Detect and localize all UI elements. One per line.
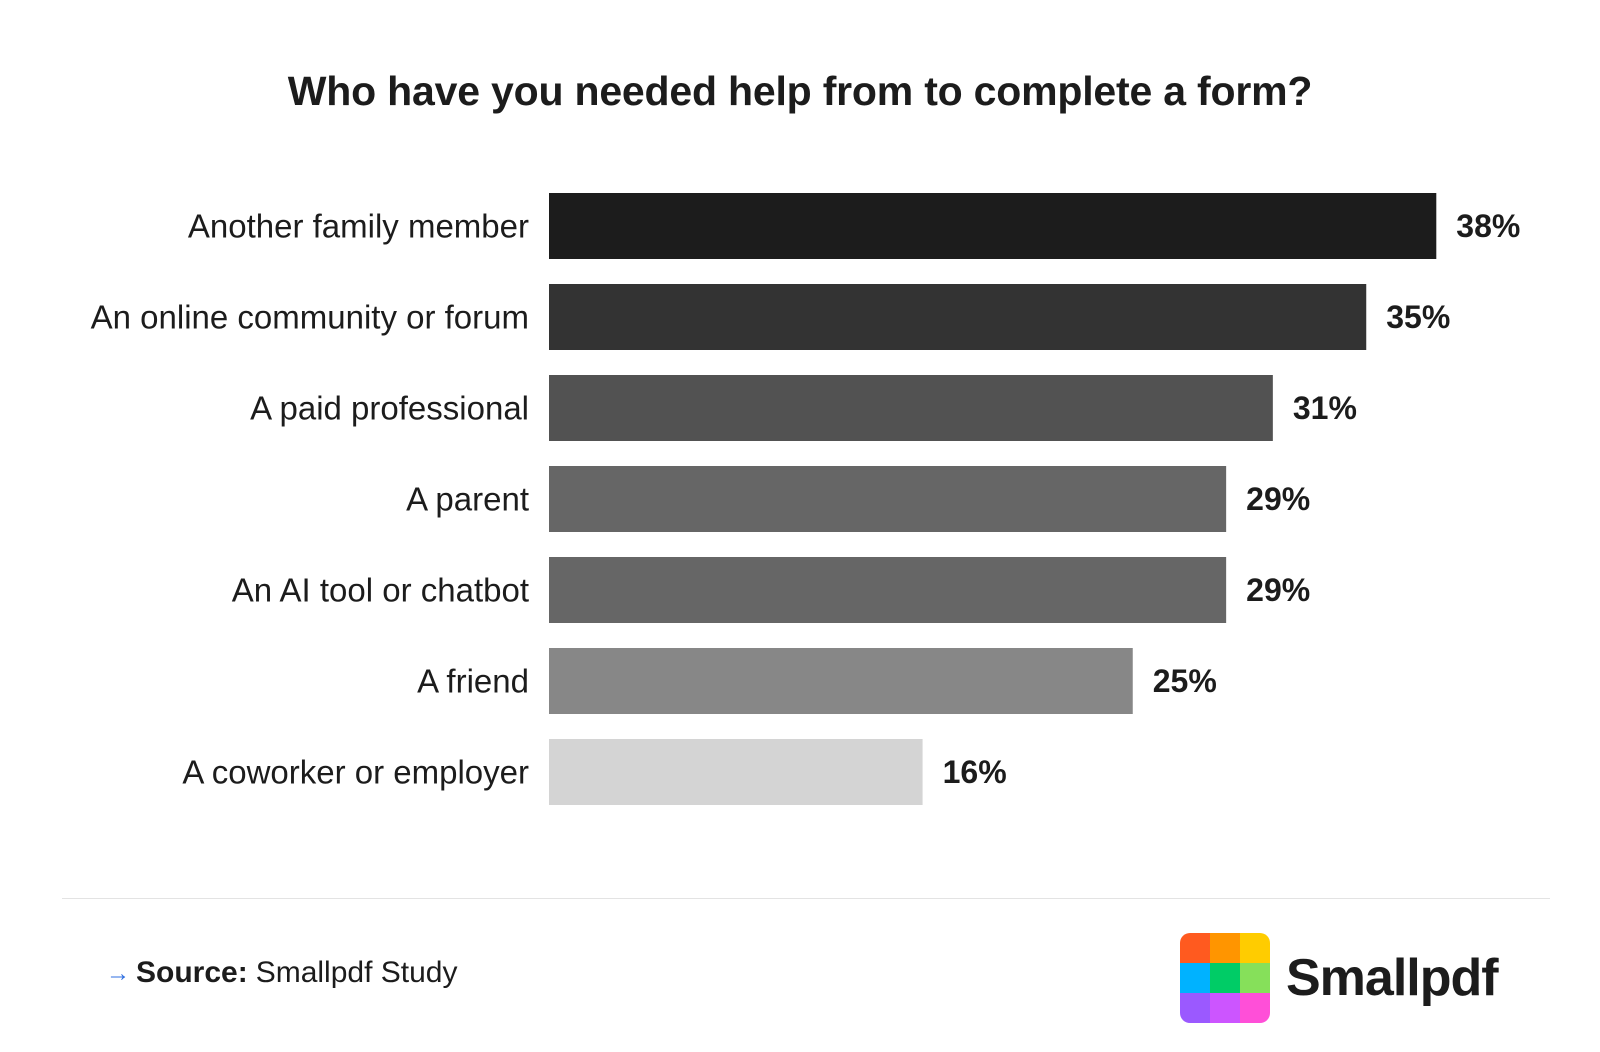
logo-square [1240, 933, 1270, 963]
category-label: A coworker or employer [182, 754, 529, 791]
category-label: An online community or forum [91, 299, 529, 336]
logo-square [1210, 963, 1240, 993]
category-label: Another family member [188, 208, 529, 245]
source-text: Smallpdf Study [255, 956, 458, 989]
logo-square [1180, 993, 1210, 1023]
value-label: 31% [1293, 390, 1357, 426]
value-label: 29% [1246, 572, 1310, 608]
logo-square [1240, 963, 1270, 993]
logo-square [1210, 993, 1240, 1023]
bar-chart: Another family member 38% An online commun… [91, 193, 1520, 805]
value-label: 35% [1386, 299, 1450, 335]
source-note: → Source: Smallpdf Study [106, 956, 457, 990]
chart-title: Who have you needed help from to complet… [287, 68, 1313, 114]
value-label: 29% [1246, 481, 1310, 517]
logo-square [1210, 933, 1240, 963]
category-label: A paid professional [250, 390, 529, 427]
bar [549, 648, 1133, 714]
bar [549, 284, 1367, 350]
logo-square [1240, 993, 1270, 1023]
value-label: 38% [1456, 208, 1520, 244]
logo-wordmark: Smallpdf [1286, 949, 1499, 1007]
category-label: A friend [417, 663, 529, 700]
smallpdf-logo-icon [1180, 933, 1270, 1023]
bar [549, 557, 1227, 623]
value-label: 16% [943, 754, 1007, 790]
bar [549, 466, 1227, 532]
footer-divider [62, 898, 1550, 899]
category-label: An AI tool or chatbot [232, 572, 529, 609]
source-label: Source: [136, 956, 248, 989]
bar [549, 739, 923, 805]
smallpdf-logo: Smallpdf [1180, 933, 1499, 1023]
category-label: A parent [406, 481, 529, 518]
logo-square [1180, 933, 1210, 963]
value-label: 25% [1153, 663, 1217, 699]
arrow-right-icon: → [106, 960, 130, 987]
bar [549, 193, 1437, 259]
bar [549, 375, 1273, 441]
logo-square [1180, 963, 1210, 993]
